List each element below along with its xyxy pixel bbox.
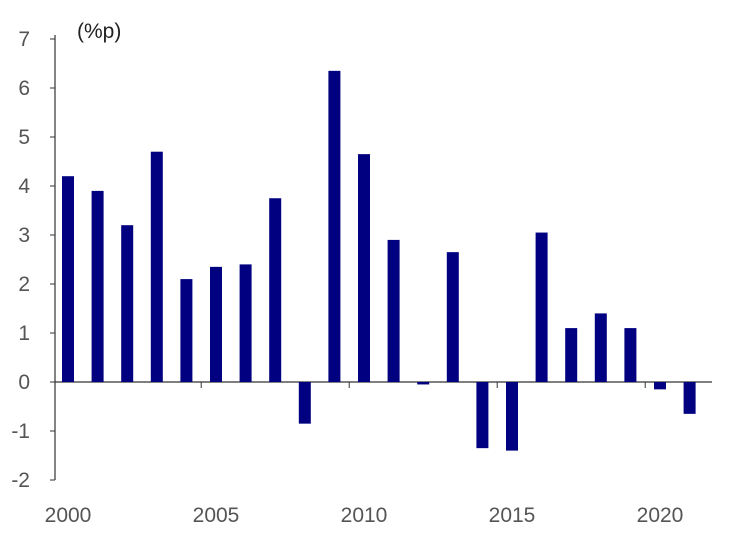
bar-2019 <box>624 328 637 382</box>
bar-2012 <box>417 382 430 385</box>
x-tick-label: 2010 <box>341 504 388 527</box>
bar-2010 <box>358 154 370 382</box>
axes <box>50 35 712 481</box>
bar-2002 <box>121 225 134 382</box>
y-tick-label: 1 <box>18 322 30 345</box>
x-tick-label: 2000 <box>45 504 92 527</box>
bar-2017 <box>565 328 578 382</box>
x-tick-label: 2015 <box>489 504 536 527</box>
y-tick-label: 5 <box>18 126 30 149</box>
bar-2009 <box>328 70 341 382</box>
x-tick-labels: 2000 2005 2010 2015 2020 <box>45 504 684 527</box>
y-tick-label: 6 <box>18 77 30 100</box>
x-tick-label: 2005 <box>193 504 240 527</box>
bar-2004 <box>180 279 193 382</box>
bar-2006 <box>239 264 252 382</box>
bars <box>62 70 696 451</box>
y-tick-labels: 7 6 5 4 3 2 1 0 -1 -2 <box>11 28 30 492</box>
bar-2013 <box>446 252 459 382</box>
bar-2016 <box>535 232 548 382</box>
x-tick-label: 2020 <box>637 504 684 527</box>
y-tick-label: -1 <box>11 420 30 443</box>
bar-2021 <box>683 382 696 414</box>
y-tick-label: 0 <box>18 371 30 394</box>
bar-2005 <box>210 266 222 382</box>
bar-2014 <box>476 382 489 449</box>
bar-2018 <box>594 313 607 382</box>
unit-label: (%p) <box>77 20 121 43</box>
y-tick-label: 4 <box>18 175 30 198</box>
y-tick-label: 7 <box>18 28 30 51</box>
bar-2000 <box>62 176 74 382</box>
y-tick-label: -2 <box>11 469 30 492</box>
bar-2015 <box>506 382 518 451</box>
bar-2003 <box>150 151 163 382</box>
bar-2020 <box>654 382 666 390</box>
bar-2007 <box>269 198 282 382</box>
y-tick-label: 3 <box>18 224 30 247</box>
bar-2001 <box>91 190 104 382</box>
y-tick-label: 2 <box>18 273 30 296</box>
bar-2008 <box>298 382 311 424</box>
bar-2011 <box>387 239 400 382</box>
